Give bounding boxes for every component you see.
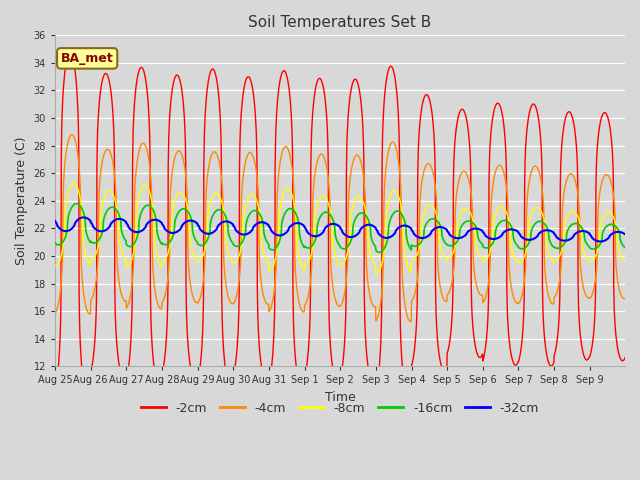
Legend: -2cm, -4cm, -8cm, -16cm, -32cm: -2cm, -4cm, -8cm, -16cm, -32cm [136, 396, 544, 420]
X-axis label: Time: Time [324, 391, 355, 404]
Y-axis label: Soil Temperature (C): Soil Temperature (C) [15, 137, 28, 265]
Text: BA_met: BA_met [61, 52, 113, 65]
Title: Soil Temperatures Set B: Soil Temperatures Set B [248, 15, 431, 30]
